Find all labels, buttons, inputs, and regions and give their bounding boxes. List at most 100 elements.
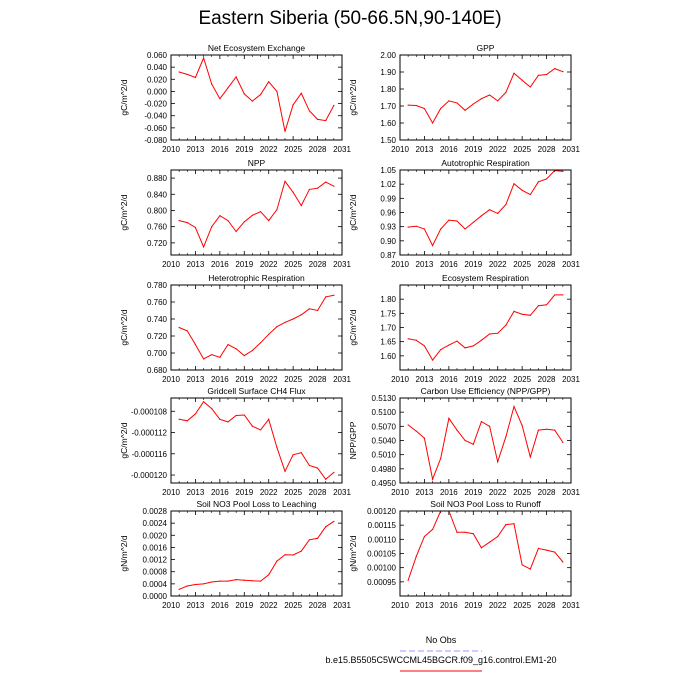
x-tick-label: 2022 bbox=[260, 601, 278, 610]
x-tick-label: 2031 bbox=[562, 145, 580, 154]
data-point bbox=[333, 520, 335, 522]
y-axis-label: gC/m^2/d bbox=[348, 194, 358, 230]
x-tick-label: 2019 bbox=[235, 488, 253, 497]
x-tick-label: 2031 bbox=[562, 375, 580, 384]
y-tick-label: -0.000108 bbox=[131, 407, 168, 416]
y-tick-label: -0.020 bbox=[144, 100, 167, 109]
data-point bbox=[186, 330, 188, 332]
data-point bbox=[505, 324, 507, 326]
x-tick-label: 2016 bbox=[211, 488, 229, 497]
data-point bbox=[472, 443, 474, 445]
data-point bbox=[480, 547, 483, 549]
y-tick-label: 0.93 bbox=[380, 223, 396, 232]
data-point bbox=[211, 408, 213, 410]
y-tick-label: 1.70 bbox=[380, 102, 396, 111]
data-point bbox=[259, 93, 262, 96]
data-point bbox=[513, 72, 515, 74]
x-tick-label: 2028 bbox=[309, 375, 327, 384]
data-point bbox=[529, 314, 531, 316]
x-tick-label: 2028 bbox=[538, 601, 556, 610]
y-axis-label: gC/m^2/d bbox=[119, 194, 129, 230]
data-point bbox=[202, 57, 205, 59]
data-point bbox=[211, 83, 213, 85]
data-point bbox=[227, 580, 229, 582]
y-tick-label: 0.4980 bbox=[372, 465, 397, 474]
panel-title: Carbon Use Efficiency (NPP/GPP) bbox=[421, 386, 551, 396]
panel-title: Ecosystem Respiration bbox=[442, 273, 529, 283]
data-point bbox=[431, 478, 434, 480]
y-tick-label: 0.0012 bbox=[143, 556, 168, 565]
y-tick-label: 1.02 bbox=[380, 180, 396, 189]
series-line bbox=[179, 400, 335, 481]
x-tick-label: 2031 bbox=[562, 488, 580, 497]
data-point bbox=[562, 71, 564, 73]
data-point bbox=[456, 429, 458, 431]
data-point bbox=[545, 304, 548, 306]
y-tick-label: 0.99 bbox=[380, 194, 396, 203]
data-point bbox=[472, 221, 474, 224]
panel-title: Gridcell Surface CH4 Flux bbox=[207, 386, 306, 396]
data-point bbox=[235, 76, 237, 78]
data-point bbox=[415, 225, 417, 227]
panel-title: Soil NO3 Pool Loss to Leaching bbox=[196, 499, 316, 509]
y-tick-label: 0.0008 bbox=[143, 568, 168, 577]
data-point bbox=[545, 549, 548, 551]
data-point bbox=[529, 456, 531, 458]
series-line bbox=[178, 180, 335, 249]
data-point bbox=[537, 74, 540, 76]
data-point bbox=[562, 441, 564, 443]
data-point bbox=[308, 188, 311, 191]
x-tick-label: 2031 bbox=[333, 260, 351, 269]
y-axis-label: NPP/GPP bbox=[348, 421, 358, 459]
chart-panel: Soil NO3 Pool Loss to Leaching gN/m^2/d 20… bbox=[119, 499, 351, 610]
data-point bbox=[292, 554, 294, 556]
y-tick-label: 0.5070 bbox=[372, 422, 397, 431]
data-point bbox=[259, 580, 262, 582]
data-point bbox=[308, 539, 311, 541]
chart-panel: Net Ecosystem Exchange gC/m^2/d 2010 2013 20… bbox=[119, 43, 351, 154]
series-line bbox=[407, 510, 564, 581]
data-point bbox=[178, 219, 180, 222]
data-point bbox=[464, 347, 466, 349]
data-point bbox=[415, 104, 417, 107]
chart-panel: NPP gC/m^2/d 2010 2013 2016 2019 2022 2025 2028 2… bbox=[119, 158, 351, 269]
x-tick-label: 2025 bbox=[513, 375, 531, 384]
plot-frame bbox=[399, 54, 572, 141]
data-point bbox=[497, 535, 499, 538]
data-point bbox=[316, 118, 319, 120]
data-point bbox=[456, 220, 458, 222]
data-point bbox=[513, 310, 515, 312]
data-point bbox=[219, 356, 221, 358]
data-point bbox=[497, 100, 499, 102]
data-point bbox=[423, 535, 426, 538]
data-point bbox=[537, 305, 540, 307]
y-tick-label: 0.5100 bbox=[372, 408, 397, 417]
chart-panel: Gridcell Surface CH4 Flux gC/m^2/d 2010 201… bbox=[119, 386, 351, 497]
data-point bbox=[325, 296, 327, 298]
x-tick-label: 2025 bbox=[284, 260, 302, 269]
data-point bbox=[235, 579, 237, 581]
data-point bbox=[186, 420, 188, 422]
x-tick-label: 2031 bbox=[333, 375, 351, 384]
y-tick-label: 0.0000 bbox=[143, 592, 168, 601]
x-tick-label: 2022 bbox=[489, 375, 507, 384]
x-tick-label: 2016 bbox=[440, 601, 458, 610]
x-tick-label: 2013 bbox=[187, 601, 205, 610]
x-tick-label: 2010 bbox=[391, 601, 409, 610]
y-tick-label: 1.75 bbox=[380, 309, 396, 318]
data-point bbox=[488, 425, 491, 427]
y-tick-label: 0.000 bbox=[147, 87, 168, 96]
data-point bbox=[268, 418, 270, 420]
x-tick-label: 2019 bbox=[235, 260, 253, 269]
x-tick-label: 2013 bbox=[187, 260, 205, 269]
data-point bbox=[456, 340, 458, 342]
data-point bbox=[423, 345, 426, 347]
y-tick-label: 0.0004 bbox=[143, 580, 168, 589]
y-tick-label: 0.5130 bbox=[372, 394, 397, 403]
data-point bbox=[251, 580, 254, 582]
data-point bbox=[292, 104, 294, 106]
series-line bbox=[178, 294, 335, 360]
data-point bbox=[325, 181, 327, 183]
chart-panel: Carbon Use Efficiency (NPP/GPP) NPP/GPP 20… bbox=[348, 386, 580, 497]
